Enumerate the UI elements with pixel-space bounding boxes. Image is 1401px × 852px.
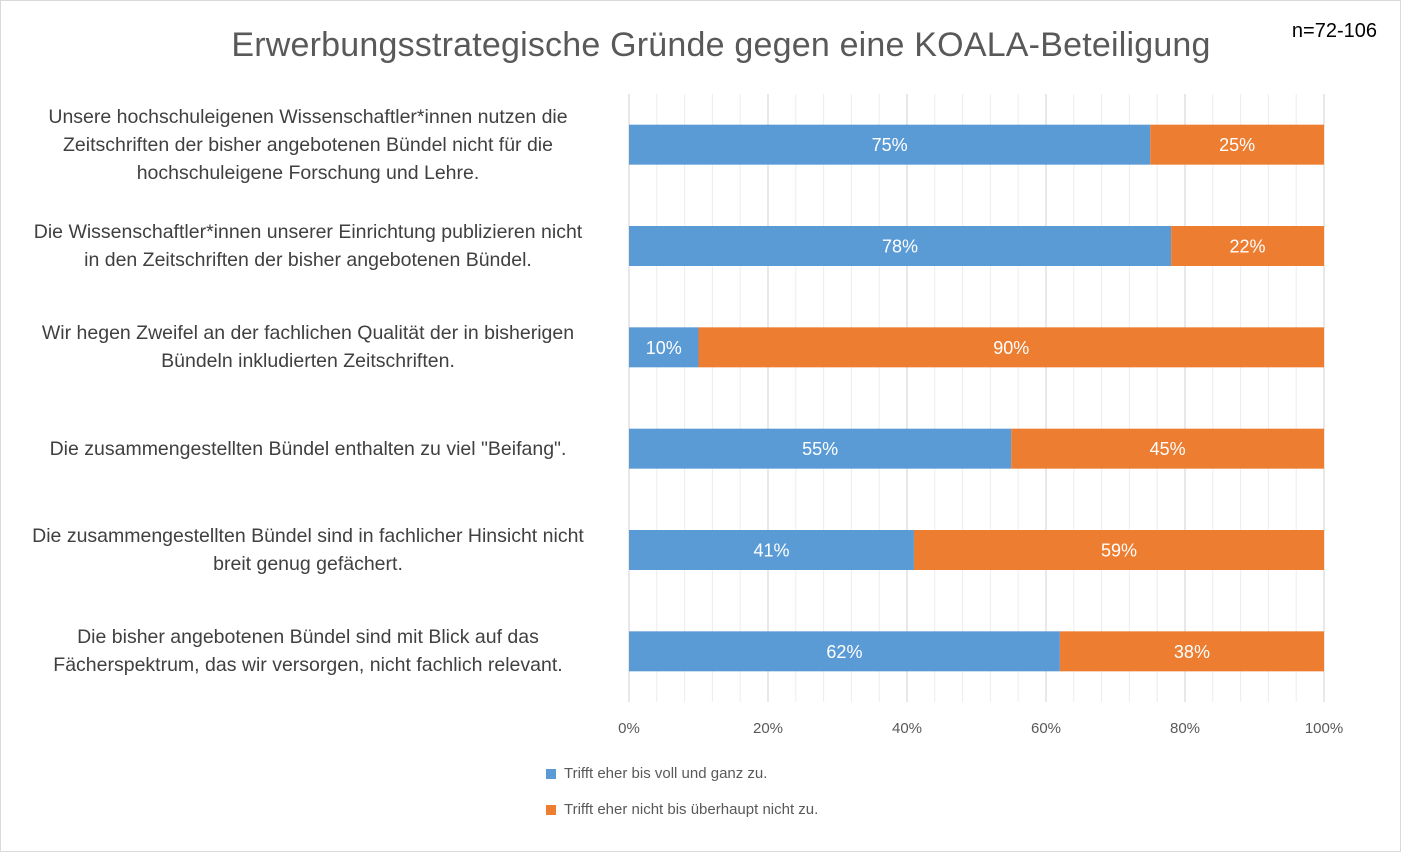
bar-data-label: 45% <box>1150 439 1186 459</box>
legend-swatch <box>546 768 556 779</box>
x-tick-label: 80% <box>1170 720 1200 737</box>
bar-data-label: 55% <box>802 439 838 459</box>
bar-data-label: 59% <box>1101 541 1137 561</box>
bar-segment-agree <box>629 428 1012 469</box>
x-tick-label: 100% <box>1305 720 1343 737</box>
legend-item: Trifft eher bis voll und ganz zu. <box>546 765 767 782</box>
bar-data-label: 10% <box>646 338 682 358</box>
bar-data-label: 25% <box>1219 135 1255 155</box>
bar-segment-disagree <box>1059 631 1324 672</box>
bar-segment-disagree <box>1011 428 1324 469</box>
x-tick-label: 40% <box>892 720 922 737</box>
category-label-line: Die zusammengestellten Bündel enthalten … <box>49 437 567 460</box>
bar-data-label: 22% <box>1230 237 1266 257</box>
category-label: Die Wissenschaftler*innen unserer Einric… <box>6 218 610 274</box>
sample-size-annotation: n=72-106 <box>1291 20 1377 42</box>
bar-data-label: 75% <box>872 135 908 155</box>
category-label-line: Bündeln inkludierten Zeitschriften. <box>161 350 455 373</box>
category-label: Wir hegen Zweifel an der fachlichen Qual… <box>6 319 610 375</box>
bar-segment-agree <box>629 124 1151 165</box>
bar-data-label: 90% <box>993 338 1029 358</box>
category-label-line: Zeitschriften der bisher angebotenen Bün… <box>63 133 553 156</box>
legend-item: Trifft eher nicht bis überhaupt nicht zu… <box>546 801 818 818</box>
x-tick-label: 20% <box>753 720 783 737</box>
category-label: Die zusammengestellten Bündel enthalten … <box>6 435 610 463</box>
bar-segment-agree <box>629 327 699 368</box>
category-label-line: Die zusammengestellten Bündel sind in fa… <box>32 525 584 547</box>
bar-segment-agree <box>629 631 1060 672</box>
bar-segment-agree <box>629 530 914 570</box>
legend-label: Trifft eher nicht bis überhaupt nicht zu… <box>564 801 819 818</box>
bar-data-label: 78% <box>882 237 918 257</box>
bar-segment-disagree <box>913 530 1324 570</box>
bar-data-label: 38% <box>1174 642 1210 662</box>
category-label-line: breit genug gefächert. <box>213 553 403 575</box>
bar-segment-agree <box>629 226 1172 266</box>
bar-segment-disagree <box>1150 124 1324 165</box>
category-label: Die zusammengestellten Bündel sind in fa… <box>6 522 610 578</box>
chart-title: Erwerbungsstrategische Gründe gegen eine… <box>231 26 1211 64</box>
category-label-line: Wir hegen Zweifel an der fachlichen Qual… <box>41 322 575 345</box>
legend-label: Trifft eher bis voll und ganz zu. <box>564 765 768 782</box>
category-label: Unsere hochschuleigenen Wissenschaftler*… <box>6 103 610 187</box>
bar-data-label: 62% <box>826 642 862 662</box>
bar-segment-disagree <box>1171 226 1324 266</box>
category-label-line: in den Zeitschriften der bisher angebote… <box>84 249 532 271</box>
x-tick-label: 60% <box>1031 720 1061 737</box>
x-tick-label: 0% <box>618 720 640 737</box>
category-label-line: Die Wissenschaftler*innen unserer Einric… <box>33 221 583 243</box>
category-label: Die bisher angebotenen Bündel sind mit B… <box>6 623 610 679</box>
bar-segment-disagree <box>698 327 1324 368</box>
category-label-line: Die bisher angebotenen Bündel sind mit B… <box>77 626 539 649</box>
legend-swatch <box>546 804 556 815</box>
category-label-line: hochschuleigene Forschung und Lehre. <box>136 161 480 184</box>
bar-data-label: 41% <box>753 541 789 561</box>
category-label-line: Unsere hochschuleigenen Wissenschaftler*… <box>48 105 568 128</box>
category-label-line: Fächerspektrum, das wir versorgen, nicht… <box>53 654 563 677</box>
